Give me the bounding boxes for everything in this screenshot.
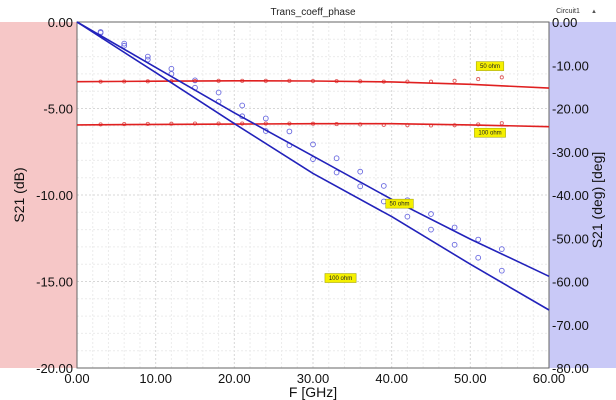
series-line-3 — [76, 21, 550, 278]
marker-point — [498, 267, 505, 274]
marker-point — [144, 53, 151, 60]
marker-point — [475, 254, 482, 261]
marker-point — [262, 115, 269, 122]
marker-point — [357, 168, 364, 175]
marker-point — [357, 183, 364, 190]
series-line-4 — [76, 21, 550, 311]
y2-tick-label: -80.00 — [552, 361, 589, 376]
y2-tick-label: -30.00 — [552, 145, 589, 160]
y-tick-label: -20.00 — [36, 361, 73, 376]
y-ticks: 0.00 -5.00 -10.00 -15.00 -20.00 — [36, 15, 73, 376]
y-tick-label: -10.00 — [36, 188, 73, 203]
annotation-box — [474, 127, 506, 138]
marker-point — [215, 89, 222, 96]
marker-point — [499, 121, 504, 126]
annotation-box — [385, 198, 414, 209]
x-tick-label: 30.00 — [297, 371, 330, 386]
chart-title: Trans_coeff_phase — [270, 7, 355, 18]
x-tick-label: 10.00 — [139, 371, 172, 386]
x-axis-label: F [GHz] — [289, 384, 337, 400]
annotation-label: 100 ohm — [329, 276, 352, 282]
marker-point — [451, 224, 458, 231]
annotations-layer: 50 ohm 100 ohm 50 ohm 100 ohm — [324, 61, 506, 283]
legend-tag-arrow: ▲ — [591, 9, 597, 15]
series-line-2 — [76, 122, 550, 128]
marker-point — [404, 213, 411, 220]
y2-tick-label: -50.00 — [552, 231, 589, 246]
marker-point — [239, 102, 246, 109]
marker-point — [286, 128, 293, 135]
y2-tick-label: -10.00 — [552, 58, 589, 73]
y2-ticks: 0.00 -10.00 -20.00 -30.00 -40.00 -50.00 -60.00… — [552, 15, 589, 376]
annotation-label: 100 ohm — [478, 131, 501, 137]
annotation-label: 50 ohm — [390, 202, 410, 208]
y2-tick-label: -20.00 — [552, 102, 589, 117]
plot-frame — [76, 21, 550, 369]
marker-point — [451, 241, 458, 248]
marker-point — [428, 226, 434, 233]
annotation-box — [324, 273, 357, 283]
marker-point — [380, 183, 387, 189]
x-tick-label: 60.00 — [533, 371, 566, 386]
marker-point — [498, 246, 505, 252]
marker-point — [452, 78, 457, 83]
marker-point — [121, 42, 128, 49]
marker-point — [333, 155, 340, 162]
right-axis-band — [549, 22, 616, 368]
x-tick-label: 40.00 — [375, 371, 408, 386]
x-tick-label: 50.00 — [454, 371, 487, 386]
left-axis-band — [0, 22, 77, 368]
y2-tick-label: -70.00 — [552, 318, 589, 333]
x-tick-label: 20.00 — [218, 371, 251, 386]
series-line-1 — [76, 80, 550, 89]
y2-tick-label: -40.00 — [552, 188, 589, 203]
marker-point — [333, 169, 340, 176]
marker-point — [499, 75, 504, 80]
lines-layer — [76, 21, 550, 311]
y2-tick-label: 0.00 — [552, 15, 577, 30]
y-tick-label: -15.00 — [36, 275, 73, 290]
marker-point — [476, 77, 481, 82]
marker-point — [428, 211, 434, 217]
x-tick-label: 0.00 — [64, 371, 89, 386]
markers-layer — [97, 29, 505, 274]
y-tick-label: -5.00 — [43, 102, 73, 117]
annotation-label: 50 ohm — [480, 64, 500, 70]
marker-point — [121, 40, 128, 47]
y-axis-label: S21 (dB) — [11, 167, 27, 222]
y2-tick-label: -60.00 — [552, 275, 589, 290]
x-ticks: 0.00 10.00 20.00 30.00 40.00 50.00 60.00 — [64, 371, 565, 386]
y2-axis-label: S21 (deg) [deg] — [589, 152, 605, 249]
annotation-box — [475, 61, 505, 71]
marker-point — [310, 141, 316, 148]
legend-tag: Circuit1 — [556, 8, 580, 15]
y-tick-label: 0.00 — [48, 15, 73, 30]
marker-point — [475, 236, 482, 243]
